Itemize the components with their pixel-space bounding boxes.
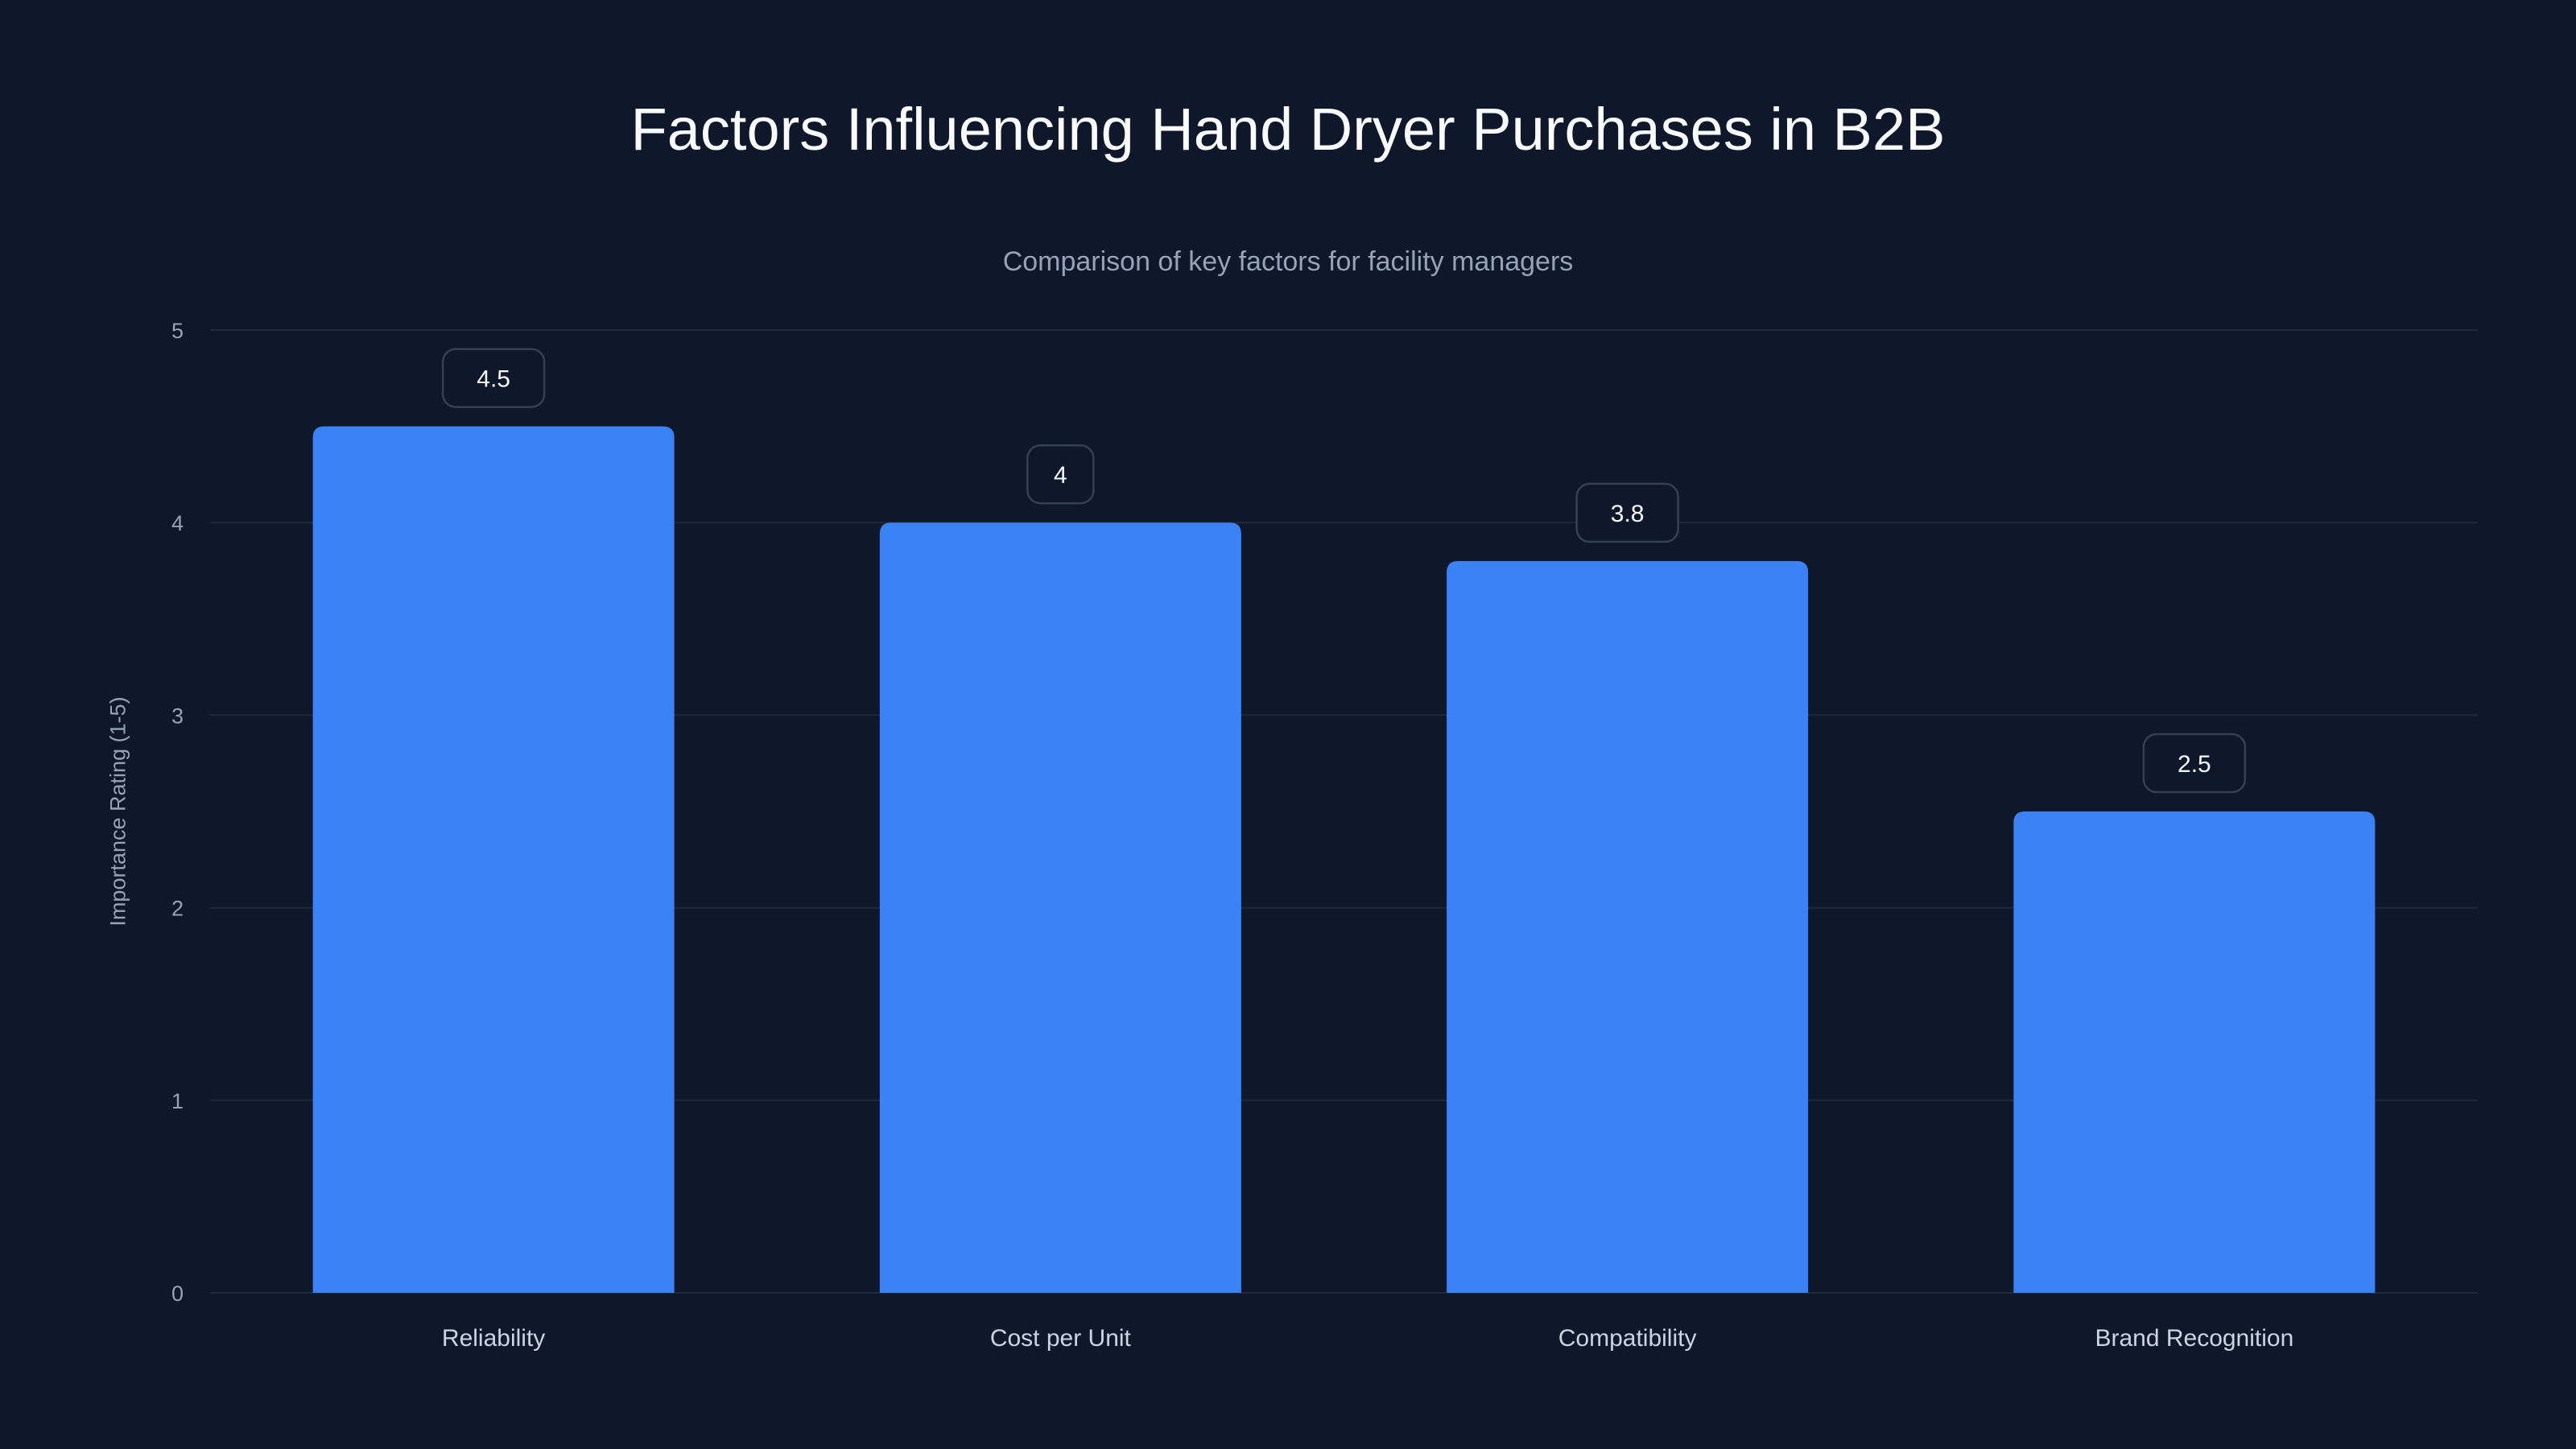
bar <box>879 522 1241 1293</box>
data-label: 2.5 <box>2178 751 2211 778</box>
x-tick-label: Cost per Unit <box>990 1325 1132 1352</box>
bar <box>2013 811 2376 1293</box>
x-tick-label: Compatibility <box>1558 1325 1697 1352</box>
y-tick-label: 3 <box>171 704 184 728</box>
data-label: 4 <box>1054 462 1067 489</box>
chart-title: Factors Influencing Hand Dryer Purchases… <box>630 96 1946 163</box>
y-tick-label: 0 <box>171 1282 184 1306</box>
chart-subtitle: Comparison of key factors for facility m… <box>1002 246 1574 277</box>
y-tick-label: 2 <box>171 897 184 921</box>
data-label-box <box>2142 733 2247 794</box>
bar <box>312 426 675 1293</box>
data-label: 3.8 <box>1611 501 1645 527</box>
data-label: 4.5 <box>477 366 510 393</box>
y-tick-label: 1 <box>171 1089 184 1113</box>
data-label-box <box>1575 482 1679 543</box>
data-label-box <box>1026 444 1095 505</box>
y-tick-label: 4 <box>171 511 184 535</box>
y-tick-label: 5 <box>171 319 184 343</box>
data-label-box <box>441 348 546 408</box>
x-tick-label: Reliability <box>442 1325 545 1352</box>
x-tick-label: Brand Recognition <box>2095 1325 2293 1352</box>
bar <box>1447 561 1809 1293</box>
